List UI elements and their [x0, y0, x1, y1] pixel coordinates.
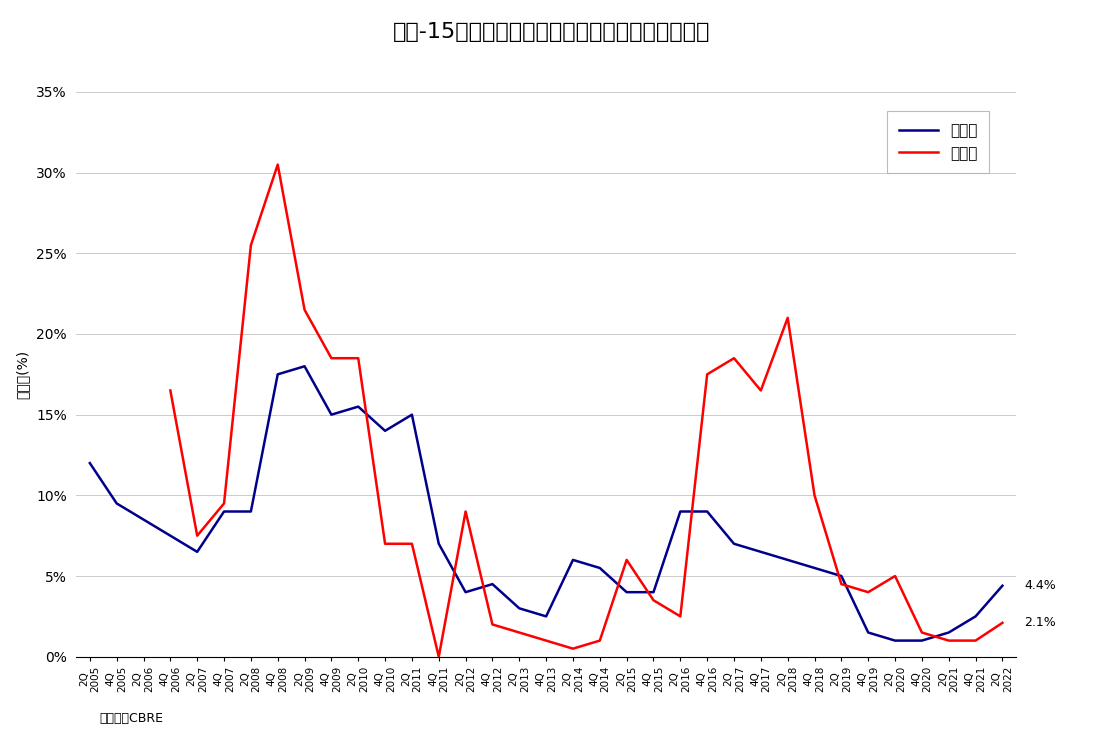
首都圈: [888, 636, 901, 645]
首都圈: [674, 507, 687, 516]
近畿圈: [807, 491, 821, 500]
Y-axis label: 空室率(%): 空室率(%): [15, 350, 29, 399]
近畿圈: [754, 386, 768, 395]
首都圈: [593, 564, 607, 572]
首都圈: [405, 410, 418, 419]
首都圈: [244, 507, 257, 516]
近畿圈: [593, 636, 607, 645]
首都圈: [996, 581, 1009, 590]
Line: 近畿圈: 近畿圈: [170, 165, 1003, 657]
首都圈: [191, 547, 204, 556]
Text: 図表-15　大型マルチテナント型物流施設の空室率: 図表-15 大型マルチテナント型物流施設の空室率: [393, 22, 710, 42]
Text: （出所）CBRE: （出所）CBRE: [99, 712, 163, 725]
近畿圈: [888, 572, 901, 580]
近畿圈: [727, 354, 740, 362]
首都圈: [915, 636, 929, 645]
近畿圈: [835, 580, 848, 588]
首都圈: [163, 531, 176, 540]
近畿圈: [539, 636, 553, 645]
首都圈: [459, 588, 472, 596]
近畿圈: [996, 618, 1009, 627]
近畿圈: [674, 612, 687, 621]
首都圈: [83, 459, 96, 467]
近畿圈: [405, 539, 418, 548]
近畿圈: [646, 596, 660, 604]
首都圈: [566, 555, 579, 564]
首都圈: [217, 507, 231, 516]
Text: 4.4%: 4.4%: [1024, 580, 1056, 592]
近畿圈: [861, 588, 875, 596]
近畿圈: [352, 354, 365, 362]
首都圈: [646, 588, 660, 596]
Legend: 首都圈, 近畿圈: 首都圈, 近畿圈: [887, 111, 989, 173]
首都圈: [727, 539, 740, 548]
首都圈: [539, 612, 553, 621]
首都圈: [298, 362, 311, 370]
近畿圈: [942, 636, 955, 645]
近畿圈: [968, 636, 982, 645]
近畿圈: [298, 305, 311, 314]
首都圈: [620, 588, 633, 596]
近畿圈: [324, 354, 338, 362]
近畿圈: [620, 555, 633, 564]
近畿圈: [700, 370, 714, 378]
近畿圈: [915, 628, 929, 637]
首都圈: [513, 604, 526, 612]
首都圈: [968, 612, 982, 621]
首都圈: [378, 426, 392, 435]
首都圈: [110, 499, 124, 508]
Line: 首都圈: 首都圈: [89, 366, 1003, 641]
首都圈: [754, 547, 768, 556]
首都圈: [942, 628, 955, 637]
首都圈: [271, 370, 285, 378]
近畿圈: [459, 507, 472, 516]
近畿圈: [566, 644, 579, 653]
近畿圈: [191, 531, 204, 540]
近畿圈: [378, 539, 392, 548]
首都圈: [324, 410, 338, 419]
首都圈: [835, 572, 848, 580]
近畿圈: [163, 386, 176, 395]
近畿圈: [485, 620, 499, 629]
首都圈: [352, 402, 365, 411]
首都圈: [432, 539, 446, 548]
首都圈: [781, 555, 794, 564]
近畿圈: [432, 652, 446, 661]
近畿圈: [781, 313, 794, 322]
近畿圈: [217, 499, 231, 508]
近畿圈: [513, 628, 526, 637]
首都圈: [700, 507, 714, 516]
Text: 2.1%: 2.1%: [1024, 616, 1056, 629]
首都圈: [807, 564, 821, 572]
首都圈: [485, 580, 499, 588]
近畿圈: [271, 160, 285, 169]
首都圈: [137, 515, 150, 524]
首都圈: [861, 628, 875, 637]
近畿圈: [244, 241, 257, 249]
